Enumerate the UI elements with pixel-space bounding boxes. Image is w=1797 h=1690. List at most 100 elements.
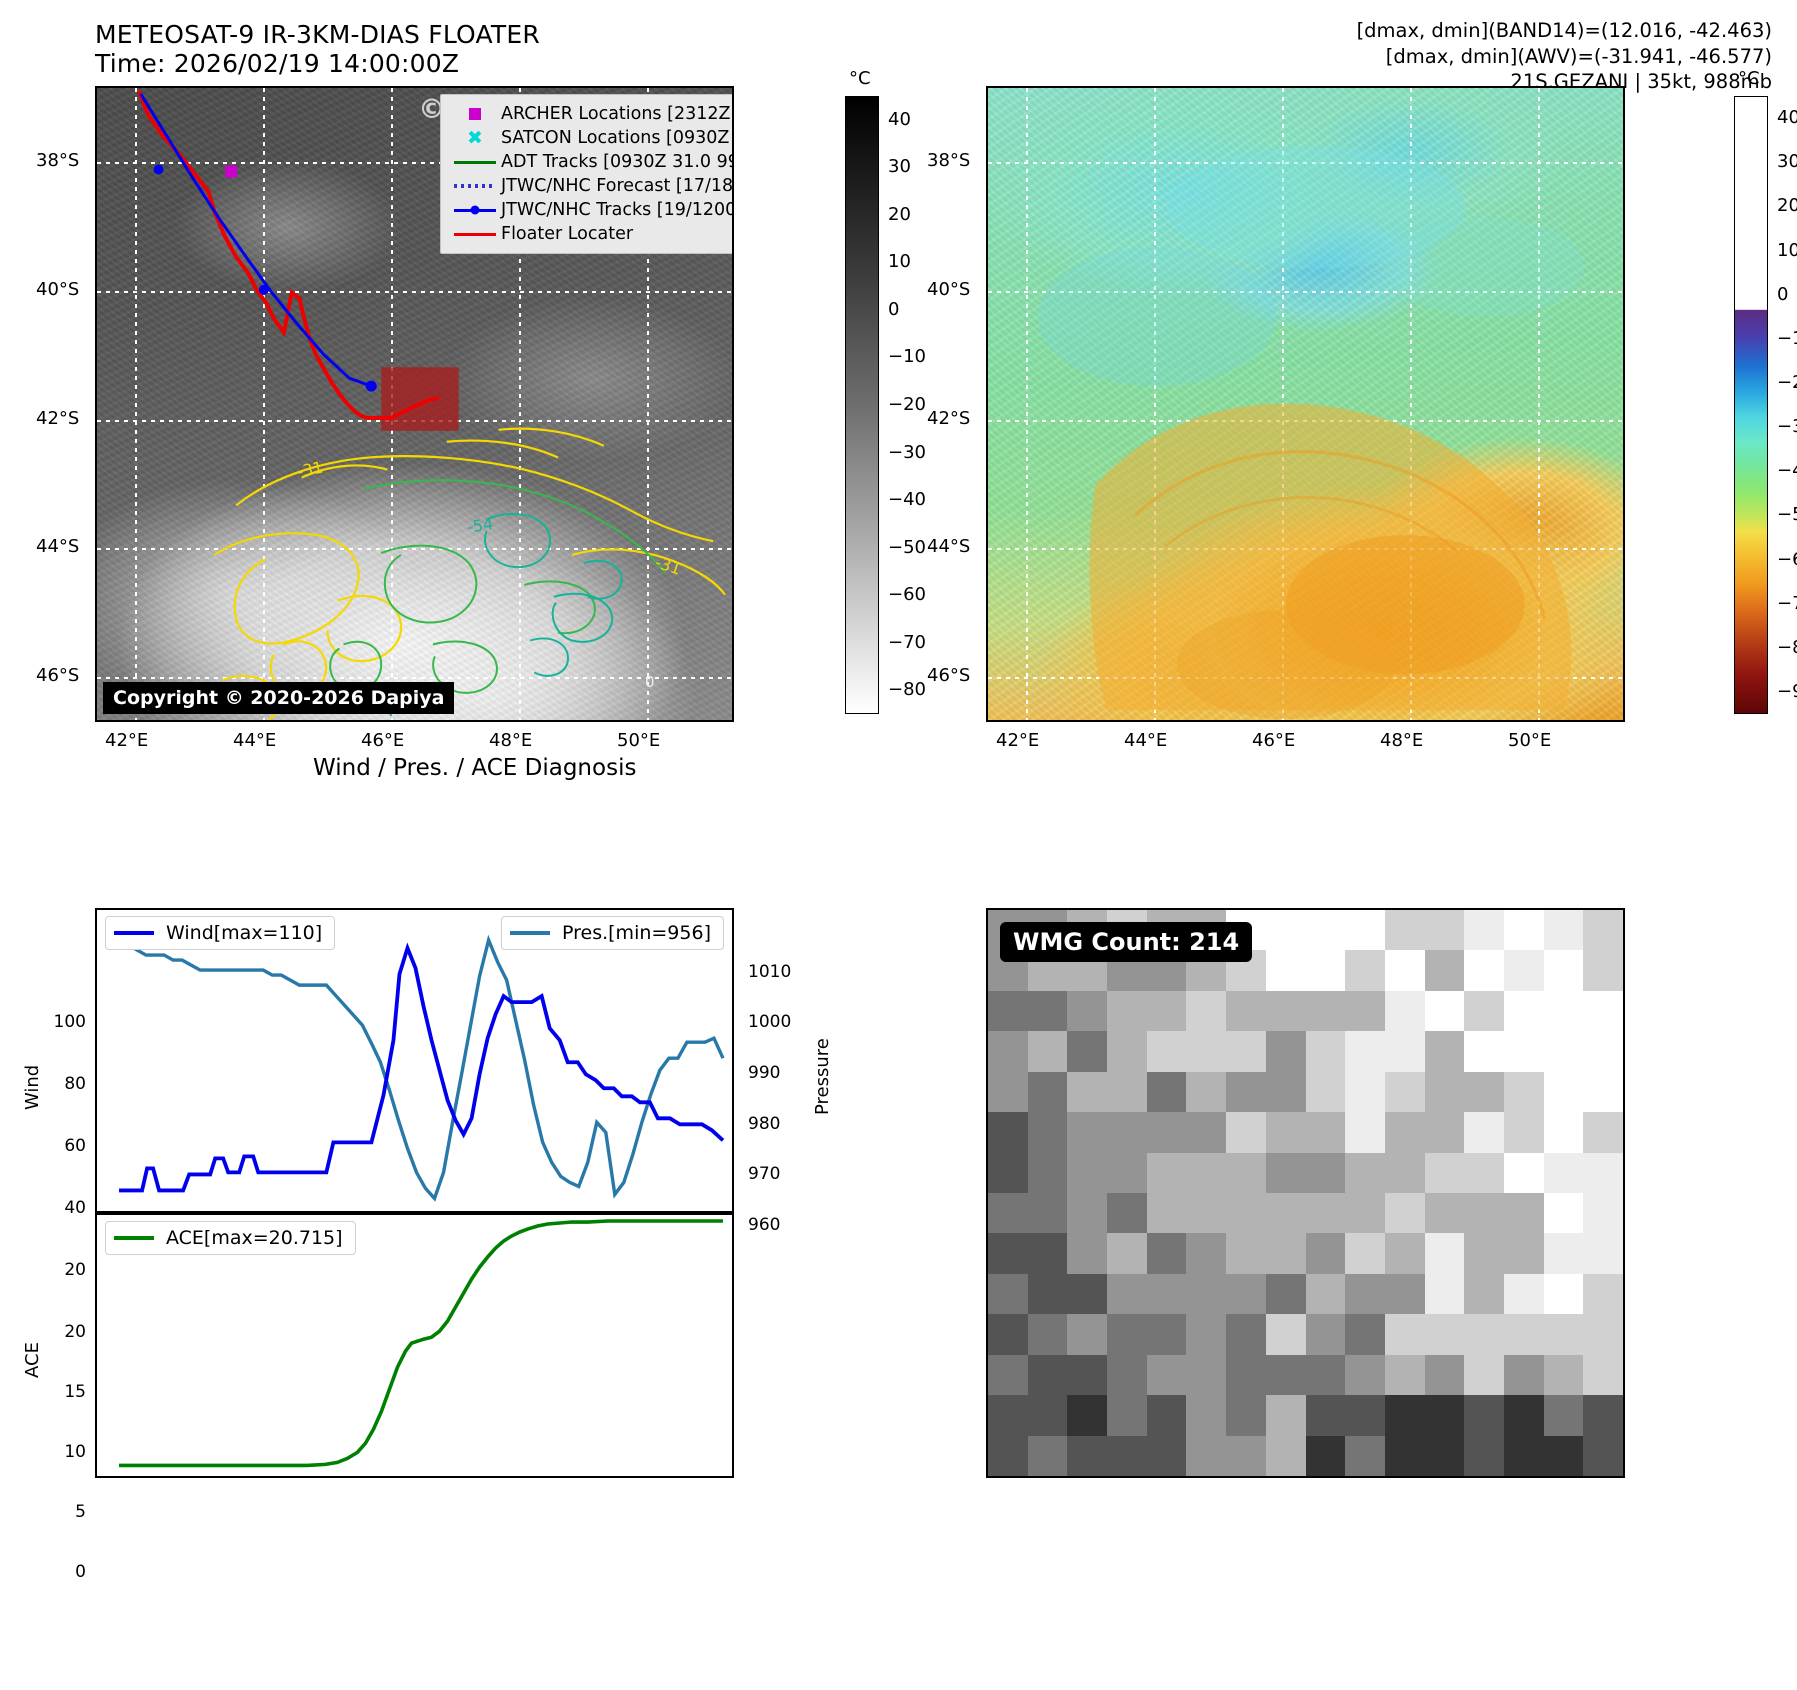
awv-colorbar-tick-5: −10 — [1777, 327, 1797, 349]
ace-legend[interactable]: ACE[max=20.715] — [105, 1221, 356, 1255]
wind-ytick-100: 100 — [53, 1012, 86, 1032]
wind-axis-label: Wind — [22, 1064, 43, 1110]
legend-item-tracks[interactable]: JTWC/NHC Tracks [19/1200Z] — [449, 198, 734, 222]
wmg-cell — [1146, 1354, 1187, 1396]
legend-label-archer: ARCHER Locations [2312Z] — [501, 104, 734, 124]
awv-map[interactable] — [986, 86, 1625, 722]
ace-ytick-20: 20 — [64, 1322, 86, 1342]
wmg-cell — [1464, 1273, 1504, 1315]
wmg-cell — [1265, 990, 1306, 1032]
wind-pressure-chart[interactable]: Wind[max=110] Pres.[min=956] — [95, 908, 734, 1213]
wmg-cell — [1503, 1031, 1544, 1072]
wmg-cell — [988, 990, 1028, 1032]
wmg-cell — [1067, 1354, 1108, 1396]
wmg-cell — [1186, 1395, 1227, 1436]
awv-xtick-46e: 46°E — [1252, 730, 1296, 751]
wmg-cell — [1543, 1071, 1584, 1113]
green-line-icon — [449, 160, 501, 164]
awv-colorbar-tick-6: −20 — [1777, 371, 1797, 393]
wmg-cell — [1107, 1314, 1147, 1355]
wmg-cell — [1265, 1314, 1306, 1355]
wmg-cell — [1424, 1071, 1465, 1113]
pressure-legend[interactable]: Pres.[min=956] — [501, 916, 724, 950]
wmg-cell — [1464, 1152, 1504, 1193]
ace-ytick-10: 10 — [64, 1442, 86, 1462]
awv-ytick-46s: 46°S — [927, 665, 971, 686]
wmg-cell — [1384, 1071, 1425, 1113]
ir-colorbar-tick-1: 30 — [888, 156, 911, 178]
wmg-cell — [1265, 1192, 1306, 1234]
wmg-cell — [1503, 1112, 1544, 1153]
ir-colorbar[interactable] — [845, 96, 879, 714]
awv-colorbar[interactable] — [1734, 96, 1768, 714]
wmg-cell — [1107, 1152, 1147, 1193]
ir-floater-map[interactable]: -31 -54 -31 0 © EUMETSAT 2026 ARCHER Loc… — [95, 86, 734, 722]
wmg-cell — [1226, 1112, 1266, 1153]
ir-xtick-42e: 42°E — [105, 730, 149, 751]
wind-legend[interactable]: Wind[max=110] — [105, 916, 336, 950]
awv-xtick-44e: 44°E — [1124, 730, 1168, 751]
legend-label-tracks: JTWC/NHC Tracks [19/1200Z] — [501, 200, 734, 220]
legend-item-floater[interactable]: Floater Locater — [449, 222, 732, 246]
ir-ytick-40s: 40°S — [36, 279, 80, 300]
wmg-cell — [1543, 1031, 1584, 1072]
wmg-cell — [1226, 1071, 1266, 1113]
wmg-cell — [1345, 1192, 1385, 1234]
wmg-cell — [1265, 1071, 1306, 1113]
wmg-cell — [1107, 1112, 1147, 1153]
wmg-cell — [1146, 1031, 1187, 1072]
legend-label-floater: Floater Locater — [501, 224, 634, 244]
wmg-cell — [1464, 1031, 1504, 1072]
wmg-cell — [1464, 1354, 1504, 1396]
ace-chart[interactable]: ACE[max=20.715] — [95, 1213, 734, 1478]
ir-colorbar-tick-3: 10 — [888, 251, 911, 273]
wmg-cell — [1305, 950, 1346, 991]
wmg-cell — [1503, 1233, 1544, 1274]
wmg-cell — [1345, 1233, 1385, 1274]
wmg-cell — [988, 1071, 1028, 1113]
ir-colorbar-unit: °C — [849, 68, 871, 89]
wmg-cell — [1226, 1314, 1266, 1355]
wmg-cell — [1424, 1192, 1465, 1234]
wmg-cell — [1305, 1192, 1346, 1234]
wind-ytick-60: 60 — [64, 1136, 86, 1156]
wmg-cell — [1027, 1031, 1068, 1072]
ace-ytick-15: 15 — [64, 1382, 86, 1402]
wmg-cell — [1583, 910, 1623, 951]
copyright-badge: Copyright © 2020-2026 Dapiya — [103, 682, 455, 714]
wmg-cell — [1027, 1152, 1068, 1193]
wmg-cell — [1543, 950, 1584, 991]
wmg-cell — [1543, 1192, 1584, 1234]
ir-colorbar-tick-7: −30 — [888, 441, 926, 463]
wmg-cell — [1027, 1192, 1068, 1234]
wmg-cell — [1345, 1112, 1385, 1153]
legend-item-archer[interactable]: ARCHER Locations [2312Z] — [449, 102, 734, 126]
wmg-cell — [1107, 1354, 1147, 1396]
wmg-cell — [1583, 1273, 1623, 1315]
wmg-cell — [1464, 1233, 1504, 1274]
wmg-cell — [1464, 1314, 1504, 1355]
ir-colorbar-tick-4: 0 — [888, 298, 900, 320]
wmg-cell — [988, 1233, 1028, 1274]
ir-ytick-38s: 38°S — [36, 150, 80, 171]
ir-ytick-42s: 42°S — [36, 408, 80, 429]
legend-item-satcon[interactable]: ✖ SATCON Locations [0930Z 44 996] — [449, 126, 732, 150]
wmg-cell — [1464, 990, 1504, 1032]
wmg-cell — [1186, 1354, 1227, 1396]
wmg-cell — [1424, 1435, 1465, 1476]
wmg-cell — [1067, 1435, 1108, 1476]
legend-item-forecast[interactable]: JTWC/NHC Forecast [17/1800Z] — [449, 174, 732, 198]
awv-colorbar-tick-11: −70 — [1777, 592, 1797, 614]
wmg-cell — [1067, 1233, 1108, 1274]
wmg-cell — [1583, 1314, 1623, 1355]
wmg-cell — [1345, 1071, 1385, 1113]
wmg-cell — [1305, 1435, 1346, 1476]
wmg-cell — [1186, 1435, 1227, 1476]
wmg-cell — [1226, 1395, 1266, 1436]
legend-item-adt[interactable]: ADT Tracks [0930Z 31.0 998.6] — [449, 150, 732, 174]
wmg-cell — [1265, 1152, 1306, 1193]
wmg-mosaic-panel[interactable]: WMG Count: 214 — [986, 908, 1625, 1478]
awv-ytick-42s: 42°S — [927, 408, 971, 429]
awv-colorbar-tick-2: 20 — [1777, 195, 1797, 217]
